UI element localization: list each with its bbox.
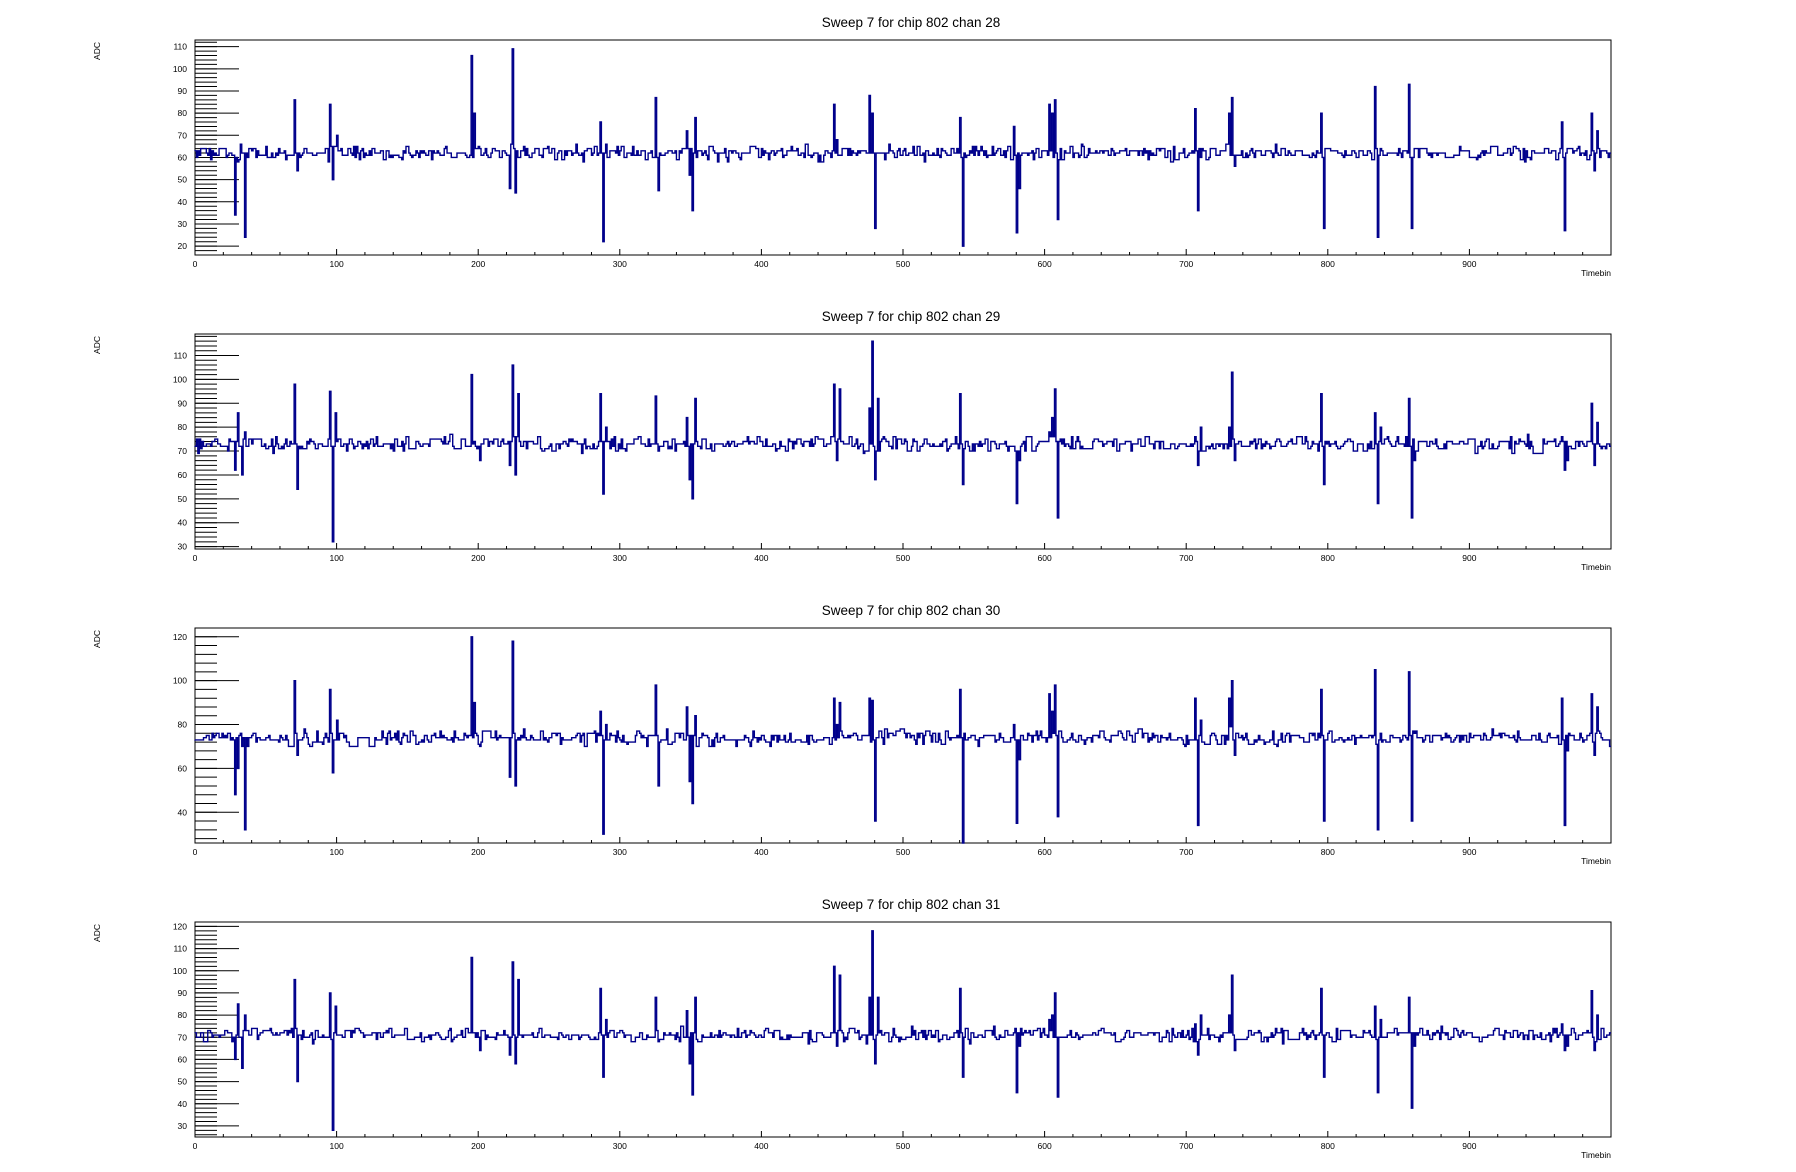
- x-tick-label: 200: [471, 847, 485, 857]
- plot-frame: [194, 39, 1612, 256]
- x-tick-label: 600: [1038, 259, 1052, 269]
- y-tick-label: 30: [178, 219, 188, 229]
- x-tick-label: 300: [613, 259, 627, 269]
- adc-trace: [194, 340, 1611, 543]
- y-tick-label: 120: [173, 632, 187, 642]
- y-tick-label: 120: [173, 921, 187, 931]
- y-tick-label: 110: [173, 944, 187, 954]
- x-tick-label: 700: [1179, 847, 1193, 857]
- chart-panel-4: Sweep 7 for chip 802 chan 31 ADC Timebin 30…: [92, 897, 1612, 1160]
- x-axis-label: Timebin: [1581, 856, 1611, 866]
- y-axis-label: ADC: [92, 336, 102, 354]
- x-axis-label: Timebin: [1581, 562, 1611, 572]
- y-tick-label: 40: [178, 1099, 188, 1109]
- y-tick-label: 40: [178, 518, 188, 528]
- y-tick-label: 70: [178, 130, 188, 140]
- x-axis-label: Timebin: [1581, 268, 1611, 278]
- y-tick-label: 100: [173, 676, 187, 686]
- x-tick-label: 800: [1321, 553, 1335, 563]
- y-tick-label: 100: [173, 64, 187, 74]
- x-tick-label: 400: [754, 847, 768, 857]
- adc-trace: [194, 48, 1611, 247]
- chart-title: Sweep 7 for chip 802 chan 29: [822, 309, 1001, 324]
- x-tick-label: 800: [1321, 1141, 1335, 1151]
- y-tick-label: 60: [178, 1054, 188, 1064]
- adc-trace: [194, 636, 1611, 844]
- y-tick-label: 30: [178, 542, 188, 552]
- y-axis-label: ADC: [92, 42, 102, 60]
- y-tick-label: 50: [178, 1077, 188, 1087]
- x-tick-label: 300: [613, 1141, 627, 1151]
- y-axis-label: ADC: [92, 630, 102, 648]
- x-tick-label: 700: [1179, 1141, 1193, 1151]
- y-tick-label: 50: [178, 494, 188, 504]
- x-tick-label: 200: [471, 553, 485, 563]
- x-tick-label: 600: [1038, 847, 1052, 857]
- x-tick-label: 900: [1462, 259, 1476, 269]
- x-tick-label: 0: [193, 847, 198, 857]
- x-tick-label: 300: [613, 553, 627, 563]
- x-tick-label: 800: [1321, 847, 1335, 857]
- y-tick-label: 100: [173, 966, 187, 976]
- x-tick-label: 100: [330, 553, 344, 563]
- y-tick-label: 30: [178, 1121, 188, 1131]
- y-tick-label: 80: [178, 108, 188, 118]
- x-tick-label: 400: [754, 259, 768, 269]
- x-tick-label: 900: [1462, 553, 1476, 563]
- x-tick-label: 100: [330, 847, 344, 857]
- x-tick-label: 200: [471, 259, 485, 269]
- y-tick-label: 100: [173, 374, 187, 384]
- y-tick-label: 20: [178, 241, 188, 251]
- y-tick-label: 40: [178, 197, 188, 207]
- x-tick-label: 0: [193, 553, 198, 563]
- x-tick-label: 600: [1038, 1141, 1052, 1151]
- x-tick-label: 500: [896, 259, 910, 269]
- chart-title: Sweep 7 for chip 802 chan 28: [822, 15, 1001, 30]
- y-tick-label: 40: [178, 807, 188, 817]
- x-tick-label: 800: [1321, 259, 1335, 269]
- x-tick-label: 600: [1038, 553, 1052, 563]
- y-tick-label: 60: [178, 470, 188, 480]
- chart-panel-3: Sweep 7 for chip 802 chan 30 ADC Timebin 40…: [92, 603, 1612, 866]
- x-tick-label: 0: [193, 1141, 198, 1151]
- y-tick-label: 80: [178, 720, 188, 730]
- y-tick-label: 90: [178, 398, 188, 408]
- y-tick-label: 60: [178, 152, 188, 162]
- y-tick-label: 60: [178, 763, 188, 773]
- y-tick-label: 90: [178, 988, 188, 998]
- x-tick-label: 0: [193, 259, 198, 269]
- x-tick-label: 100: [330, 1141, 344, 1151]
- x-tick-label: 700: [1179, 259, 1193, 269]
- adc-trace: [195, 930, 1611, 1132]
- x-tick-label: 200: [471, 1141, 485, 1151]
- y-tick-label: 90: [178, 86, 188, 96]
- x-tick-label: 100: [330, 259, 344, 269]
- y-axis-label: ADC: [92, 924, 102, 942]
- x-tick-label: 300: [613, 847, 627, 857]
- x-tick-label: 700: [1179, 553, 1193, 563]
- y-tick-label: 80: [178, 422, 188, 432]
- x-tick-label: 500: [896, 553, 910, 563]
- y-tick-label: 70: [178, 1032, 188, 1042]
- x-tick-label: 400: [754, 553, 768, 563]
- chart-panel-1: Sweep 7 for chip 802 chan 28 ADC Timebin 20…: [92, 15, 1612, 278]
- y-tick-label: 70: [178, 446, 188, 456]
- x-tick-label: 500: [896, 847, 910, 857]
- chart-title: Sweep 7 for chip 802 chan 31: [822, 897, 1001, 912]
- y-tick-label: 80: [178, 1010, 188, 1020]
- x-tick-label: 900: [1462, 847, 1476, 857]
- x-axis-label: Timebin: [1581, 1150, 1611, 1160]
- y-tick-label: 110: [173, 42, 187, 52]
- chart-panel-2: Sweep 7 for chip 802 chan 29 ADC Timebin 30…: [92, 309, 1612, 572]
- chart-title: Sweep 7 for chip 802 chan 30: [822, 603, 1001, 618]
- x-tick-label: 400: [754, 1141, 768, 1151]
- x-tick-label: 900: [1462, 1141, 1476, 1151]
- y-tick-label: 110: [173, 351, 187, 361]
- y-tick-label: 50: [178, 175, 188, 185]
- x-tick-label: 500: [896, 1141, 910, 1151]
